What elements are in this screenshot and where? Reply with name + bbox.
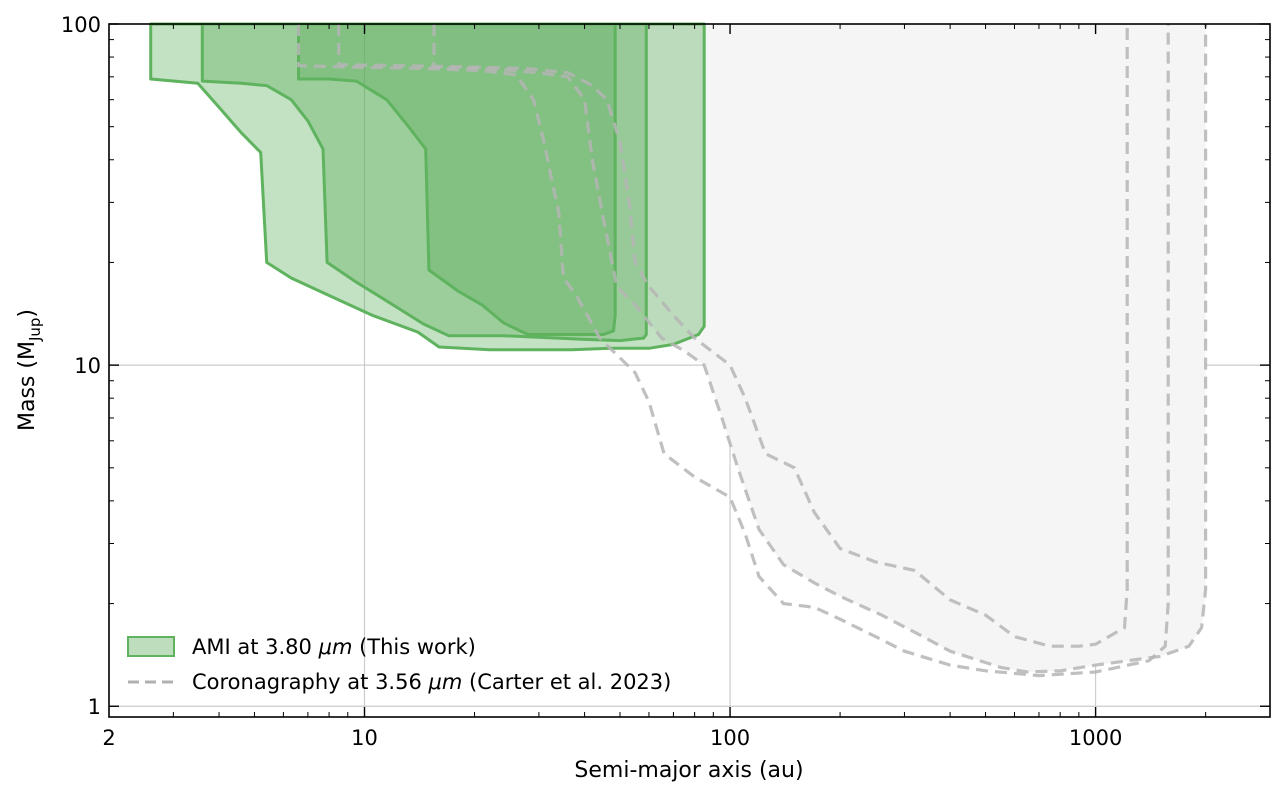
ami-contours [149, 22, 706, 352]
x-tick-label: 100 [710, 726, 750, 750]
legend-label-coronagraphy-rest: (Carter et al. 2023) [462, 670, 671, 694]
legend-label-coronagraphy: Coronagraphy at 3.56 μm (Carter et al. 2… [192, 670, 671, 694]
coronagraphy-contour-2 [337, 24, 1129, 648]
coronagraphy-contour-3 [432, 24, 1208, 674]
y-axis-label-close: ) [15, 309, 40, 318]
legend: AMI at 3.80 μm (This work) Coronagraphy … [127, 635, 671, 694]
y-tick-label: 100 [61, 13, 101, 37]
y-tick-label: 1 [88, 695, 101, 719]
legend-label-coronagraphy-text: Coronagraphy at 3.56 [192, 670, 429, 694]
legend-label-coronagraphy-unit: μm [428, 670, 463, 694]
legend-swatch-ami [127, 636, 175, 657]
legend-label-ami: AMI at 3.80 μm (This work) [192, 635, 476, 659]
axes-frame [108, 23, 1271, 718]
plot-frame [108, 23, 1271, 718]
ami-contour-3 [297, 22, 617, 336]
legend-label-ami-rest: (This work) [352, 635, 475, 659]
legend-label-ami-unit: μm [318, 635, 353, 659]
x-tick-label: 2 [102, 726, 115, 750]
y-axis-label-main: Mass (M [15, 341, 40, 431]
y-axis-label-subscript: Jup [26, 318, 44, 342]
coronagraphy-contours [296, 24, 1208, 678]
legend-label-ami-text: AMI at 3.80 [192, 635, 319, 659]
x-tick-label: 10 [351, 726, 378, 750]
x-axis-label: Semi-major axis (au) [574, 758, 803, 783]
coronagraphy-contour-1 [296, 24, 1170, 678]
y-tick-label: 10 [74, 354, 101, 378]
x-tick-label: 1000 [1069, 726, 1122, 750]
axis-ticks: 2 10 100 1000 1 10 100 [61, 13, 1271, 750]
y-axis-label: Mass (MJup) [15, 309, 44, 431]
